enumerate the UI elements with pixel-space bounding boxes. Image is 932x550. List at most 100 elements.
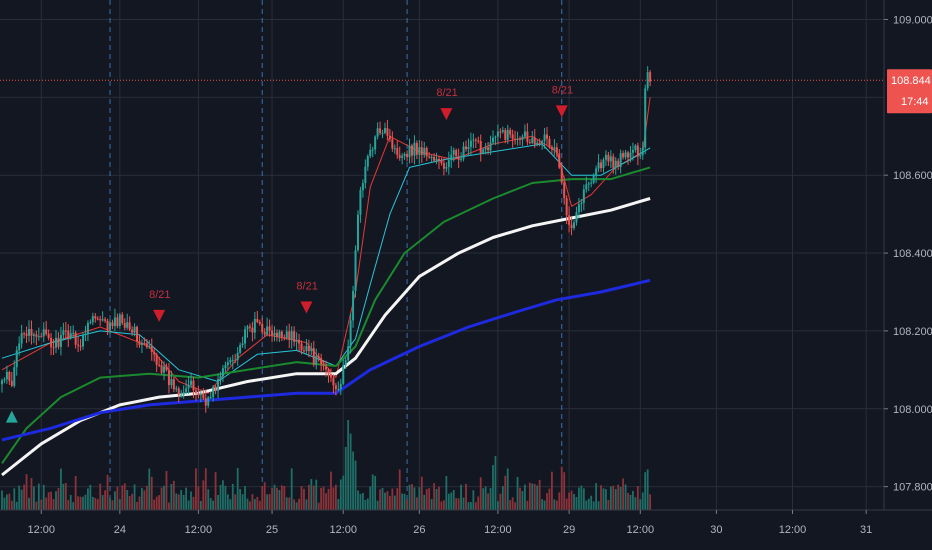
volume-bar [217,494,219,510]
candle-body [113,317,116,327]
candle-body [3,379,6,381]
volume-bar [570,490,573,510]
volume-bar [251,494,254,510]
candle-body [295,339,298,342]
candle-body [376,128,379,137]
volume-bar [354,460,357,510]
volume-bar [447,493,450,510]
candle-body [560,167,563,183]
candle-body [528,142,531,144]
candle-body [585,184,588,190]
volume-bar [553,499,556,510]
volume-bar [310,479,313,510]
candle-body [573,222,576,229]
volume-bar [396,488,399,510]
volume-bar [84,494,87,510]
volume-bar [197,486,200,510]
volume-bar [175,493,178,510]
volume-bar [479,477,482,510]
candle-body [62,330,65,336]
volume-bar [87,488,89,510]
volume-bar [379,489,381,510]
candle-body [600,162,603,169]
volume-bar [89,484,92,510]
volume-bar [624,484,627,510]
volume-bar [560,466,563,510]
volume-bar [575,497,578,510]
candle-body [37,336,40,338]
candle-body [50,337,53,348]
volume-bar [190,491,192,510]
candle-body [469,140,472,147]
candle-body [94,316,97,319]
candle-body [494,136,497,138]
time-axis[interactable]: 12:00 24 12:00 25 12:00 26 12:00 29 12:00 30 12:00… [0,509,932,550]
volume-bar [91,496,94,510]
volume-bar [57,487,60,510]
candle-body [563,182,566,199]
candle-body [209,397,212,399]
volume-bar [67,500,70,510]
volume-bar [629,494,632,510]
candle-body [30,329,33,336]
volume-bar [516,476,519,510]
moving-average-line [1,166,651,464]
volume-bar [160,487,163,510]
volume-bar [153,499,156,510]
candle-body [580,202,583,205]
volume-bar [563,472,566,510]
volume-bar [236,468,239,510]
volume-bar [428,488,431,510]
volume-bar [224,485,227,510]
volume-bar [172,480,175,510]
volume-bar [47,492,50,510]
volume-bar [325,493,327,510]
candle-body [268,326,271,331]
candle-body [197,392,200,396]
volume-bar [148,468,151,510]
volume-bar [231,483,234,510]
candle-body [337,389,340,391]
volume-bar [234,494,237,510]
candle-body [546,134,549,139]
candle-body [379,128,382,133]
candle-body [639,155,642,157]
volume-bar [462,497,465,510]
volume-bar [609,486,612,510]
volume-bar [460,484,462,510]
candle-body [244,329,247,344]
candle-body [406,153,409,158]
price-tick-label: 108.200 [893,326,932,338]
candle-body [96,318,99,320]
candle-body [364,166,367,184]
candle-body [55,337,58,348]
candle-body [118,314,121,327]
volume-bar [450,492,453,510]
time-tick-label: 12:00 [484,524,512,536]
time-tick-label: 12:00 [28,524,56,536]
volume-bar [163,485,165,510]
volume-bar [617,484,620,510]
candle-body [202,393,205,399]
candle-body [84,334,87,336]
volume-bar [138,496,141,510]
candle-body [442,163,445,169]
volume-bar [487,493,489,510]
volume-bar [241,494,244,510]
volume-bar [104,490,107,510]
candle-body [391,138,394,149]
price-axis[interactable]: 109.000 108.600 108.400 108.200 108.000 107.8… [883,0,932,550]
candle-body [212,386,215,398]
candle-body [35,334,38,337]
volume-bar [212,500,215,510]
candle-body [543,134,546,142]
volume-bar [391,488,394,510]
volume-bar [632,490,634,510]
volume-bar [445,476,448,510]
volume-bar [219,484,222,510]
candle-body [64,330,67,332]
candle-body [347,346,350,361]
candle-body [275,332,278,337]
volume-bar [649,494,652,510]
